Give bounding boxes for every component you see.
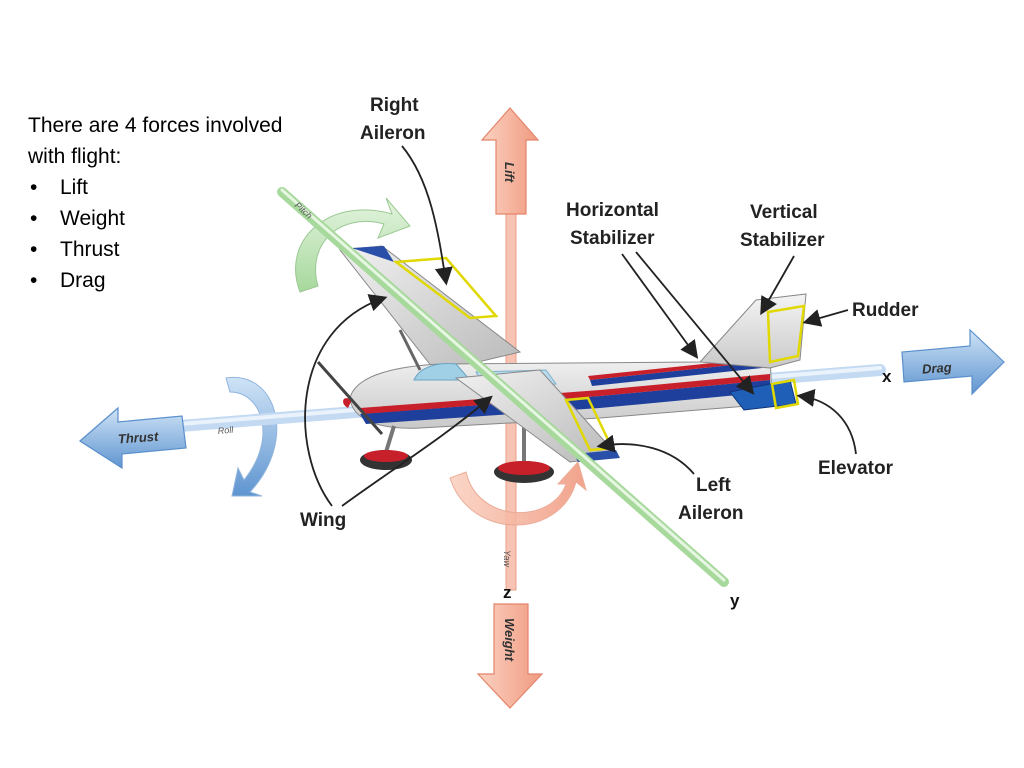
drag-arrow: Drag: [901, 328, 1005, 396]
axis-y-label: y: [730, 591, 740, 610]
roll-label: Roll: [217, 425, 234, 436]
landing-gear: [360, 424, 554, 483]
force-item-lift: Lift: [28, 172, 288, 203]
yaw-label: Yaw: [502, 550, 512, 567]
drag-arrow-label: Drag: [921, 360, 952, 377]
lift-arrow: Lift: [480, 107, 540, 215]
wing-label: Wing: [300, 510, 346, 531]
right-aileron-label-line2: Aileron: [360, 123, 425, 144]
intro-text: There are 4 forces involved with flight:…: [28, 110, 288, 296]
lift-arrow-label: Lift: [502, 162, 517, 183]
label-vertical-stabilizer: Vertical Stabilizer: [740, 202, 825, 316]
tail: [698, 293, 807, 411]
elevator-label: Elevator: [818, 458, 894, 479]
pitch-axis: [277, 187, 729, 587]
vertical-stabilizer-label-line1: Vertical: [750, 202, 818, 223]
vertical-stabilizer-label-line2: Stabilizer: [740, 230, 825, 251]
roll-rotation-arrow: [225, 376, 278, 497]
label-elevator: Elevator: [796, 388, 894, 479]
horizontal-stabilizer-label-line2: Stabilizer: [570, 228, 655, 249]
label-left-aileron: Left Aileron: [596, 434, 743, 524]
label-rudder: Rudder: [802, 300, 919, 327]
label-horizontal-stabilizer: Horizontal Stabilizer: [566, 200, 755, 395]
intro-heading: There are 4 forces involved with flight:: [28, 114, 283, 168]
thrust-arrow-label: Thrust: [117, 429, 159, 447]
left-aileron-label-line1: Left: [696, 475, 732, 496]
left-aileron-label-line2: Aileron: [678, 503, 743, 524]
horizontal-stabilizer-label-line1: Horizontal: [566, 200, 659, 221]
label-wing: Wing: [300, 294, 493, 531]
force-item-thrust: Thrust: [28, 234, 288, 265]
weight-arrow: Weight: [476, 603, 544, 709]
force-item-drag: Drag: [28, 265, 288, 296]
right-aileron-label-line1: Right: [370, 95, 419, 116]
rudder-label: Rudder: [852, 300, 919, 321]
label-right-aileron: Right Aileron: [360, 95, 453, 286]
force-item-weight: Weight: [28, 203, 288, 234]
weight-arrow-label: Weight: [502, 618, 517, 662]
axis-z-label: z: [503, 583, 512, 602]
axis-x-label: x: [882, 367, 892, 386]
thrust-arrow: Thrust: [79, 406, 187, 470]
pitch-rotation-arrow: [295, 197, 411, 293]
forces-list: Lift Weight Thrust Drag: [28, 172, 288, 296]
